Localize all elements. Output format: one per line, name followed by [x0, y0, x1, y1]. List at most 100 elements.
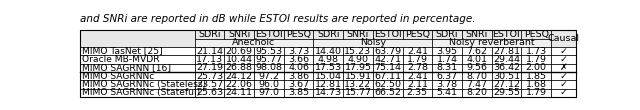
Bar	[314, 89, 343, 97]
Bar	[373, 30, 403, 38]
Bar	[224, 30, 254, 38]
Text: MIMO TasNet [25]: MIMO TasNet [25]	[82, 47, 163, 56]
Bar	[373, 72, 403, 80]
Text: 24.11: 24.11	[226, 88, 253, 97]
Text: 17.95: 17.95	[344, 63, 371, 72]
Text: 2.41: 2.41	[407, 47, 428, 56]
Bar	[314, 55, 343, 64]
Bar	[403, 47, 432, 55]
Text: SNRi: SNRi	[466, 30, 488, 39]
Bar	[522, 80, 551, 89]
Text: 15.23: 15.23	[344, 47, 372, 56]
Bar	[284, 80, 314, 89]
Text: 26.88: 26.88	[226, 63, 253, 72]
Text: SDRi: SDRi	[198, 30, 221, 39]
Bar	[403, 55, 432, 64]
Text: 3.86: 3.86	[288, 72, 309, 81]
Text: 14.40: 14.40	[315, 47, 342, 56]
Bar	[492, 89, 522, 97]
Text: SDRi: SDRi	[317, 30, 339, 39]
Bar	[551, 80, 576, 89]
Text: ESTOI: ESTOI	[374, 30, 401, 39]
Text: 67.11: 67.11	[374, 72, 401, 81]
Bar	[522, 30, 551, 38]
Bar	[195, 30, 224, 38]
Text: 15.77: 15.77	[344, 88, 371, 97]
Text: ✓: ✓	[559, 47, 568, 56]
Bar	[254, 72, 284, 80]
Bar	[373, 30, 403, 38]
Text: 2.41: 2.41	[407, 72, 428, 81]
Text: 23.57: 23.57	[196, 80, 223, 89]
Text: 13.22: 13.22	[344, 80, 372, 89]
Text: 36.42: 36.42	[493, 63, 520, 72]
Text: 3.73: 3.73	[288, 47, 309, 56]
Text: 24.12: 24.12	[226, 72, 253, 81]
Bar	[343, 47, 373, 55]
Bar	[195, 38, 314, 47]
Bar	[343, 80, 373, 89]
Text: 3.95: 3.95	[436, 47, 458, 56]
Bar	[373, 55, 403, 64]
Bar	[284, 55, 314, 64]
Bar	[80, 30, 195, 47]
Bar	[522, 30, 551, 38]
Bar	[462, 55, 492, 64]
Bar	[254, 80, 284, 89]
Bar	[492, 47, 522, 55]
Bar	[373, 64, 403, 72]
Bar	[254, 47, 284, 55]
Bar	[343, 55, 373, 64]
Text: 97.2: 97.2	[259, 72, 280, 81]
Text: ESTOI: ESTOI	[255, 30, 283, 39]
Bar	[224, 89, 254, 97]
Text: 98.08: 98.08	[255, 63, 282, 72]
Bar	[80, 89, 195, 97]
Text: 66.52: 66.52	[374, 88, 401, 97]
Text: 97.0: 97.0	[259, 88, 280, 97]
Text: ✓: ✓	[559, 80, 568, 89]
Bar	[432, 55, 462, 64]
Bar	[432, 30, 462, 38]
Bar	[254, 55, 284, 64]
Text: 29.55: 29.55	[493, 88, 520, 97]
Bar	[403, 80, 432, 89]
Text: SNRi: SNRi	[347, 30, 369, 39]
Text: 8.20: 8.20	[467, 88, 487, 97]
Bar	[254, 30, 284, 38]
Text: 15.91: 15.91	[344, 72, 371, 81]
Bar	[80, 72, 195, 80]
Bar	[80, 80, 195, 89]
Text: 1.74: 1.74	[436, 55, 458, 64]
Text: 15.04: 15.04	[315, 72, 342, 81]
Bar	[551, 89, 576, 97]
Text: 1.79: 1.79	[525, 88, 547, 97]
Text: 20.69: 20.69	[226, 47, 253, 56]
Bar	[195, 47, 224, 55]
Bar	[284, 47, 314, 55]
Bar	[373, 89, 403, 97]
Text: 29.44: 29.44	[493, 55, 520, 64]
Text: PESQ: PESQ	[524, 30, 548, 39]
Text: ✗: ✗	[559, 63, 568, 72]
Text: ✓: ✓	[559, 88, 568, 97]
Text: 95.77: 95.77	[255, 55, 282, 64]
Bar	[551, 30, 576, 47]
Bar	[432, 64, 462, 72]
Bar	[492, 80, 522, 89]
Text: 4.01: 4.01	[467, 55, 487, 64]
Text: 21.14: 21.14	[196, 47, 223, 56]
Text: Anechoic: Anechoic	[232, 38, 276, 47]
Bar	[254, 64, 284, 72]
Bar	[343, 72, 373, 80]
Bar	[522, 55, 551, 64]
Text: 1.79: 1.79	[525, 55, 547, 64]
Bar	[314, 80, 343, 89]
Text: PESQ: PESQ	[286, 30, 311, 39]
Text: 22.06: 22.06	[226, 80, 253, 89]
Bar	[195, 55, 224, 64]
Text: MIMO SAGRNNc: MIMO SAGRNNc	[82, 72, 154, 81]
Text: 4.90: 4.90	[348, 55, 369, 64]
Bar	[403, 72, 432, 80]
Bar	[492, 72, 522, 80]
